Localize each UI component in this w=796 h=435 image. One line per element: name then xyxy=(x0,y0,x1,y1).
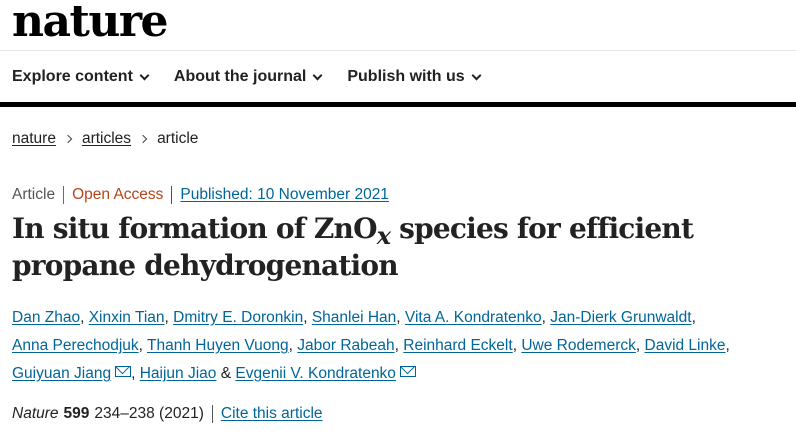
title-part2: species for efficient propane dehydrogen… xyxy=(12,212,694,282)
author-link[interactable]: Reinhard Eckelt xyxy=(403,337,513,354)
author-link[interactable]: Haijun Jiao xyxy=(139,365,217,382)
main-nav: Explore content About the journal Publis… xyxy=(12,66,506,88)
author-link[interactable]: Uwe Rodemerck xyxy=(521,337,636,354)
author-link[interactable]: Xinxin Tian xyxy=(88,309,165,326)
author-separator: , xyxy=(635,337,645,354)
author-separator: , xyxy=(164,309,174,326)
article-type: Article xyxy=(12,186,65,204)
published-date-link[interactable]: Published: 10 November 2021 xyxy=(180,186,389,203)
author-link[interactable]: Anna Perechodjuk xyxy=(12,337,139,354)
nav-publish-with-us-label: Publish with us xyxy=(347,68,465,85)
breadcrumb-articles[interactable]: articles xyxy=(81,130,132,147)
nature-logo[interactable]: nature xyxy=(12,0,169,47)
nav-about-the-journal[interactable]: About the journal xyxy=(173,66,323,88)
author-link[interactable]: Evgenii V. Kondratenko xyxy=(235,365,416,382)
author-link[interactable]: Guiyuan Jiang xyxy=(12,365,132,382)
author-separator: , xyxy=(131,365,140,382)
chevron-right-icon xyxy=(138,134,148,144)
chevron-right-icon xyxy=(63,134,73,144)
open-access-badge: Open Access xyxy=(64,186,173,204)
nav-explore-content-label: Explore content xyxy=(12,68,133,85)
chevron-down-icon xyxy=(139,70,150,80)
citation: Nature 599 234–238 (2021) Cite this arti… xyxy=(12,405,323,423)
nav-rule xyxy=(0,102,796,107)
author-separator: , xyxy=(80,309,89,326)
title-subscript: x xyxy=(376,221,391,250)
author-link[interactable]: Vita A. Kondratenko xyxy=(404,309,542,326)
article-title: In situ formation of ZnOx species for ef… xyxy=(12,210,782,284)
breadcrumb: nature articles article xyxy=(12,130,198,148)
citation-pages: 234–238 (2021) xyxy=(94,405,213,423)
cite-this-article-link[interactable]: Cite this article xyxy=(220,405,323,422)
chevron-down-icon xyxy=(312,70,323,80)
breadcrumb-current: article xyxy=(157,130,199,147)
title-part1: In situ formation of ZnO xyxy=(12,212,378,245)
author-link[interactable]: Shanlei Han xyxy=(311,309,397,326)
author-separator: , xyxy=(394,337,404,354)
breadcrumb-nature[interactable]: nature xyxy=(12,130,56,147)
citation-volume: 599 xyxy=(63,405,90,422)
site-header: nature Explore content About the journal… xyxy=(0,0,796,108)
chevron-down-icon xyxy=(471,70,482,80)
author-separator: , xyxy=(288,337,298,354)
nav-about-the-journal-label: About the journal xyxy=(173,68,307,85)
author-link[interactable]: Dan Zhao xyxy=(12,309,81,326)
author-separator: , xyxy=(725,337,730,354)
author-link[interactable]: Jan-Dierk Grunwaldt xyxy=(550,309,692,326)
article-meta: Article Open Access Published: 10 Novemb… xyxy=(12,186,389,204)
author-link[interactable]: Jabor Rabeah xyxy=(297,337,395,354)
mail-icon[interactable] xyxy=(399,366,416,377)
author-separator: & xyxy=(216,365,236,382)
author-separator: , xyxy=(512,337,522,354)
citation-journal: Nature xyxy=(12,405,59,422)
nav-explore-content[interactable]: Explore content xyxy=(12,66,150,88)
mail-icon[interactable] xyxy=(115,366,132,377)
author-separator: , xyxy=(396,309,405,326)
author-link[interactable]: David Linke xyxy=(644,337,726,354)
nav-publish-with-us[interactable]: Publish with us xyxy=(347,66,482,88)
header-divider xyxy=(0,50,796,51)
author-link[interactable]: Thanh Huyen Vuong xyxy=(147,337,289,354)
author-list: Dan Zhao, Xinxin Tian, Dmitry E. Doronki… xyxy=(12,304,782,388)
author-link[interactable]: Dmitry E. Doronkin xyxy=(173,309,304,326)
author-separator: , xyxy=(691,309,696,326)
author-separator: , xyxy=(541,309,551,326)
author-separator: , xyxy=(138,337,148,354)
author-separator: , xyxy=(303,309,312,326)
